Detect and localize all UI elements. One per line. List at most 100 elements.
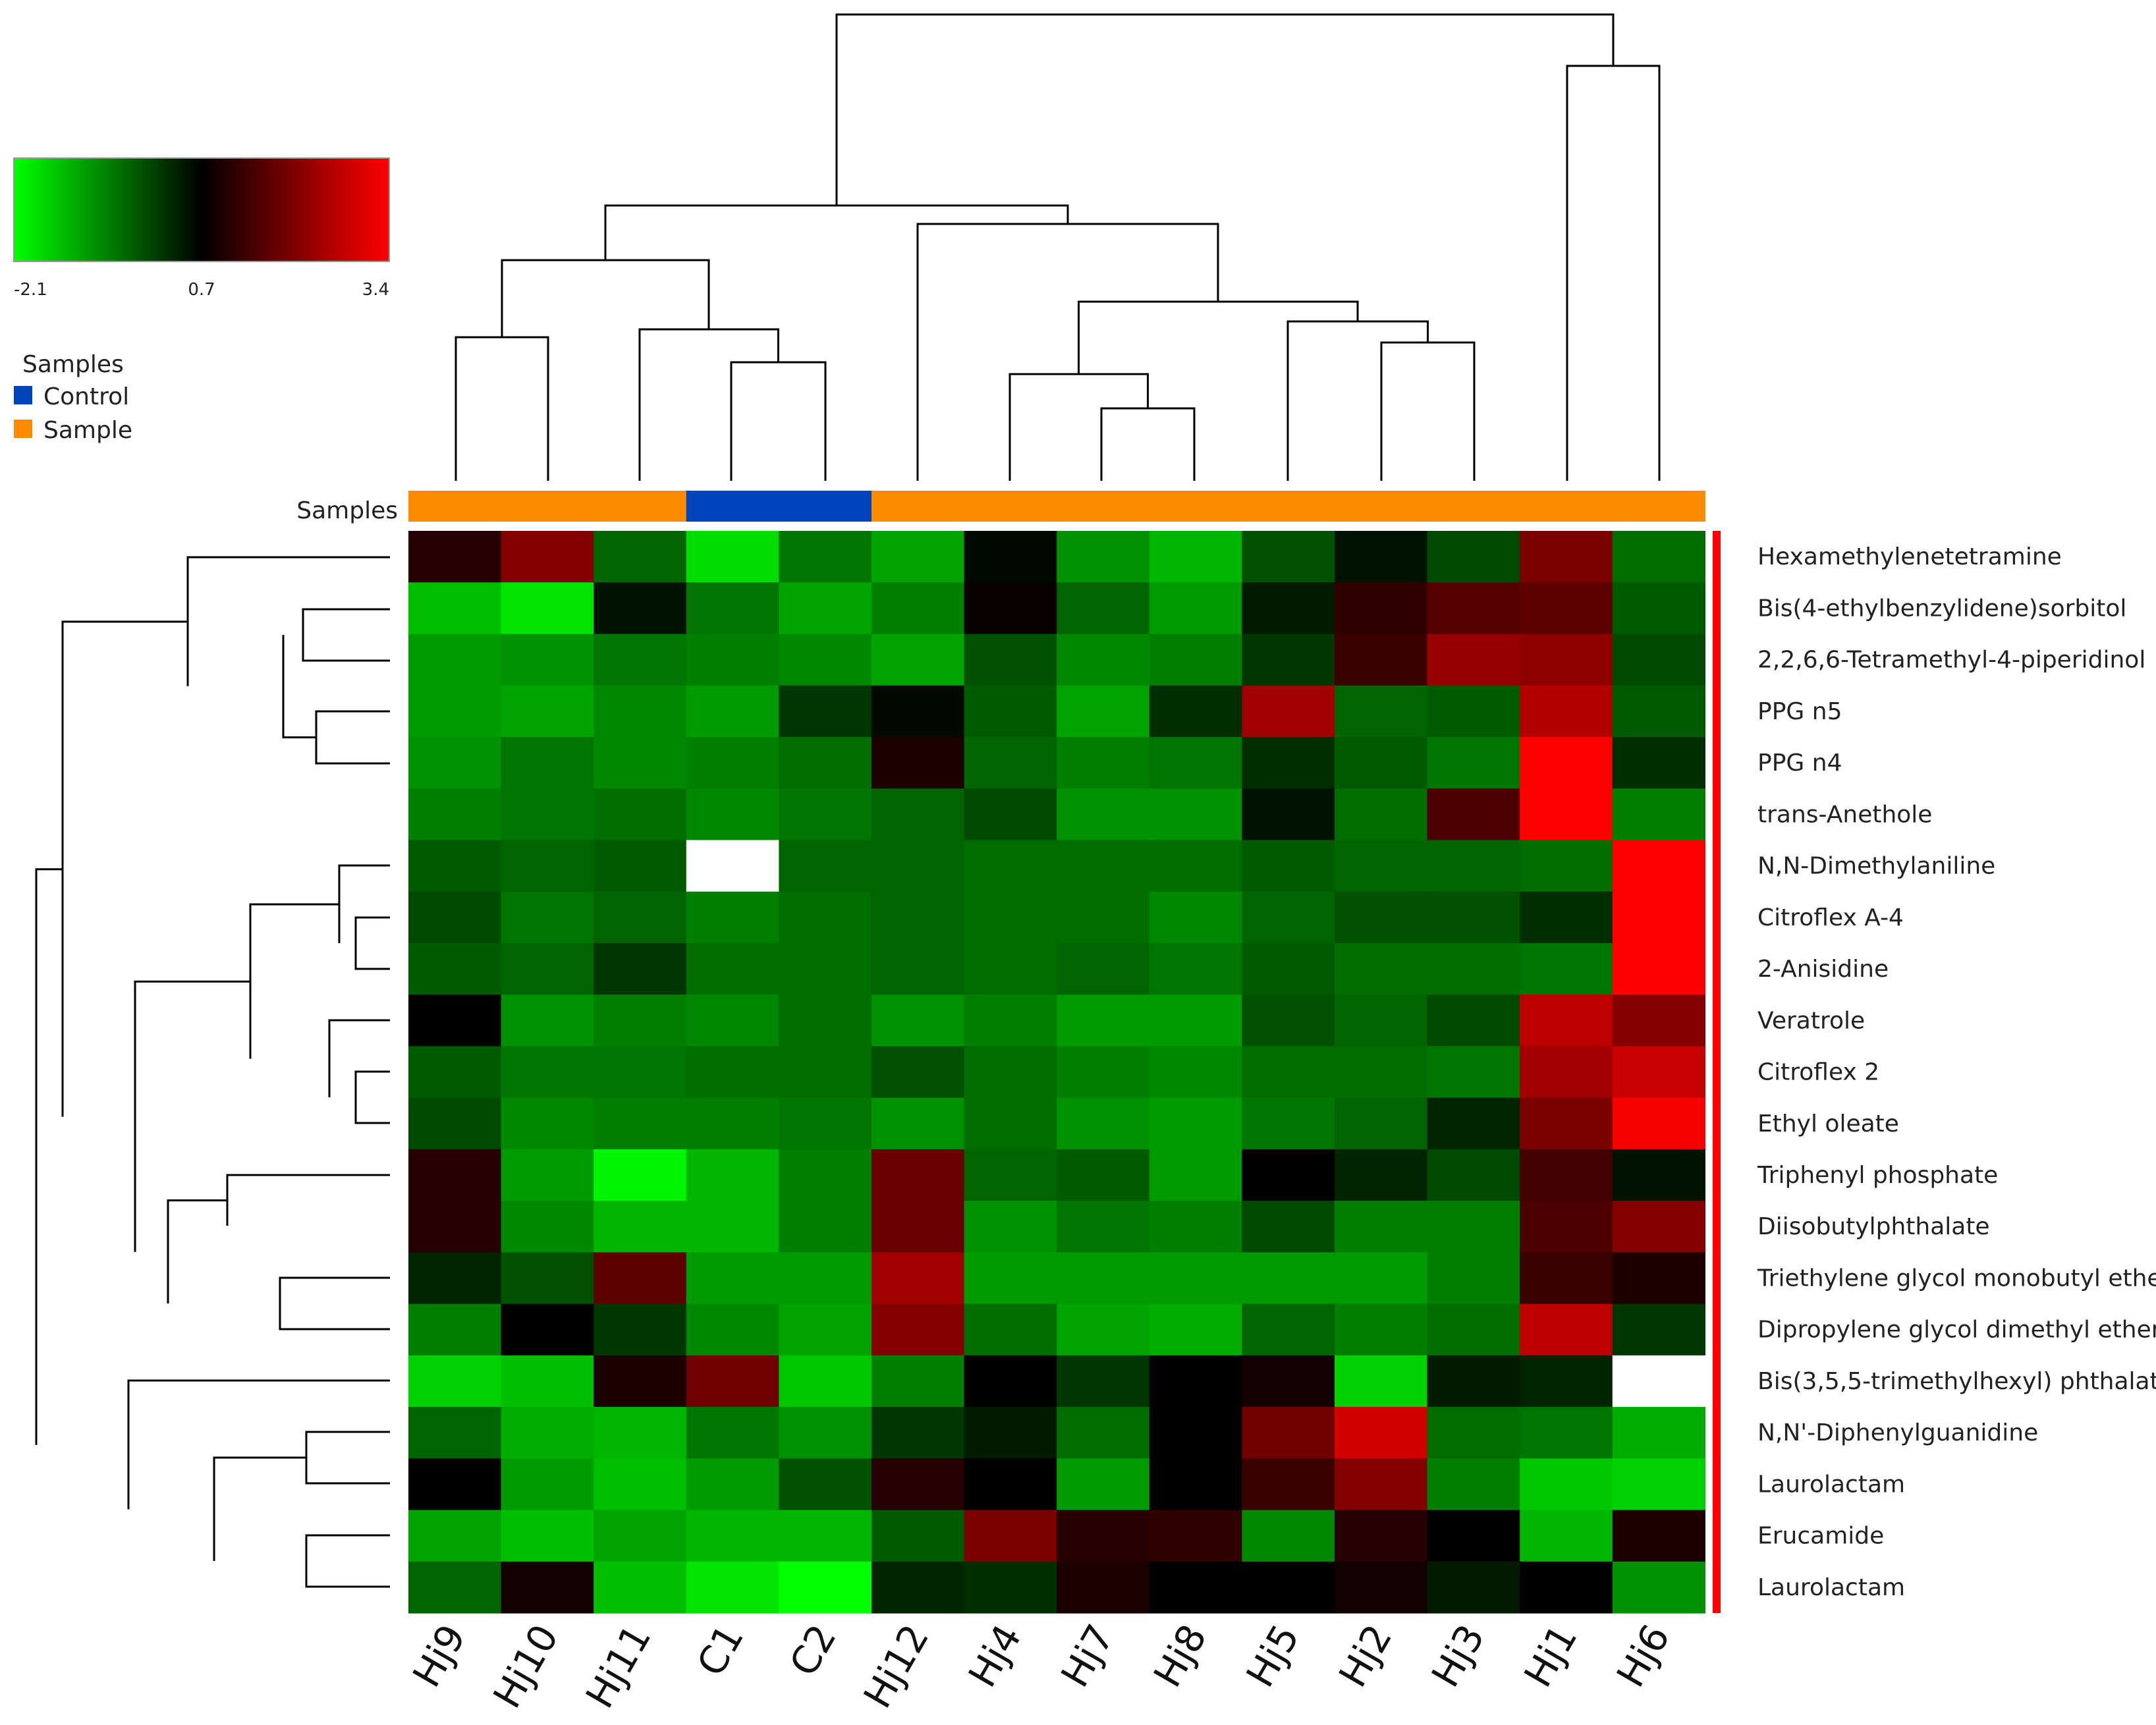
heatmap-cell (1427, 634, 1520, 686)
row-label: Hexamethylenetetramine (1757, 543, 2062, 570)
heatmap-cell (1335, 1303, 1428, 1356)
heatmap-cell (1427, 1149, 1520, 1201)
heatmap-cell (964, 788, 1057, 841)
heatmap-cell (1149, 1407, 1242, 1459)
heatmap-cell (1057, 1201, 1150, 1253)
heatmap-cell (1612, 634, 1705, 686)
heatmap-cell (1057, 1407, 1150, 1459)
heatmap-cell (1057, 788, 1150, 841)
heatmap-cell (1149, 943, 1242, 995)
legend-swatch-control (14, 386, 32, 404)
column-label-hj5: Hj5 (1238, 1617, 1308, 1695)
heatmap-cell (1335, 943, 1428, 995)
heatmap-cell (1057, 1458, 1150, 1511)
heatmap-cell (1149, 736, 1242, 789)
heatmap-cell (964, 736, 1057, 789)
heatmap-cell (686, 840, 779, 892)
legend-label-control: Control (43, 383, 129, 410)
heatmap-cell (1335, 1046, 1428, 1099)
heatmap-cell (594, 1510, 687, 1562)
annotation-cell-hj10 (501, 491, 594, 522)
heatmap-cell (1242, 1458, 1335, 1511)
heatmap-cell (1520, 1149, 1613, 1201)
heatmap-cell (871, 1252, 965, 1305)
heatmap-cell (964, 1458, 1057, 1511)
heatmap-cell (1242, 1046, 1335, 1099)
heatmap-cell (1427, 1046, 1520, 1099)
heatmap-cell (1335, 685, 1428, 738)
heatmap-cell (1612, 1407, 1705, 1459)
annotation-bar-label: Samples (296, 497, 398, 524)
heatmap-cell (964, 1355, 1057, 1408)
heatmap-cell (501, 1510, 594, 1562)
heatmap-cell (779, 995, 872, 1047)
color-scale-mid-label: 0.7 (188, 280, 215, 300)
heatmap-cell (594, 943, 687, 995)
heatmap-cell (686, 1201, 779, 1253)
heatmap-cell (501, 1303, 594, 1356)
heatmap-cell (1242, 634, 1335, 686)
column-label-hj1: Hj1 (1515, 1617, 1586, 1695)
heatmap-cell (501, 1407, 594, 1459)
heatmap-cell (408, 943, 502, 995)
heatmap-cell (408, 1407, 502, 1459)
heatmap-cell (1242, 1407, 1335, 1459)
heatmap-cell (501, 1458, 594, 1511)
heatmap-cell (1149, 1510, 1242, 1562)
heatmap-cell (1612, 1510, 1705, 1562)
heatmap-cell (1057, 943, 1150, 995)
heatmap-cell (779, 1252, 872, 1305)
heatmap-cell (686, 582, 779, 635)
heatmap-cell (686, 736, 779, 789)
heatmap-cell (1057, 685, 1150, 738)
color-scale-legend: -2.1 0.7 3.4 (13, 157, 390, 300)
heatmap-cell (779, 840, 872, 892)
heatmap-cell (1612, 788, 1705, 841)
heatmap-cell (1427, 995, 1520, 1047)
heatmap-cell (871, 1303, 965, 1356)
heatmap-cell (1057, 634, 1150, 686)
heatmap-cell (1335, 1407, 1428, 1459)
heatmap-cell (686, 788, 779, 841)
heatmap-cell (1427, 1510, 1520, 1562)
heatmap-cell (964, 1407, 1057, 1459)
heatmap-cell (1612, 1458, 1705, 1511)
heatmap-cell (1242, 582, 1335, 635)
heatmap-cell (1242, 1561, 1335, 1614)
heatmap-cell (408, 1303, 502, 1356)
heatmap-cell (1612, 1046, 1705, 1099)
annotation-cell-hj6 (1612, 491, 1705, 522)
heatmap-cell (1335, 531, 1428, 583)
annotation-cell-hj9 (408, 491, 502, 522)
annotation-cell-c1 (686, 491, 779, 522)
heatmap-cell (779, 1458, 872, 1511)
heatmap-cell (871, 634, 965, 686)
annotation-cell-hj3 (1427, 491, 1520, 522)
heatmap-cell (1149, 840, 1242, 892)
heatmap-cell (1427, 1458, 1520, 1511)
heatmap-cell (779, 634, 872, 686)
heatmap-cell (964, 943, 1057, 995)
heatmap-cell (501, 531, 594, 583)
heatmap-cell (779, 685, 872, 738)
column-label-hj12: Hj12 (855, 1617, 938, 1716)
heatmap-cell (779, 1407, 872, 1459)
heatmap-cell (779, 1355, 872, 1408)
heatmap-cell (686, 1252, 779, 1305)
heatmap-cell (964, 634, 1057, 686)
heatmap-cell (1520, 1303, 1613, 1356)
heatmap-cell (871, 1561, 965, 1614)
row-label: PPG n4 (1757, 750, 1842, 777)
heatmap-cell (686, 891, 779, 944)
heatmap-cell (779, 891, 872, 944)
heatmap-cell (1335, 736, 1428, 789)
heatmap-cell (1427, 1097, 1520, 1150)
heatmap-cell (408, 531, 502, 583)
row-label: Veratrole (1757, 1007, 1865, 1034)
heatmap-cell (964, 531, 1057, 583)
heatmap-cell (964, 1097, 1057, 1150)
heatmap-cell (1149, 995, 1242, 1047)
heatmap-cell (1612, 1149, 1705, 1201)
heatmap-cell (871, 582, 965, 635)
heatmap-cell (686, 1046, 779, 1099)
